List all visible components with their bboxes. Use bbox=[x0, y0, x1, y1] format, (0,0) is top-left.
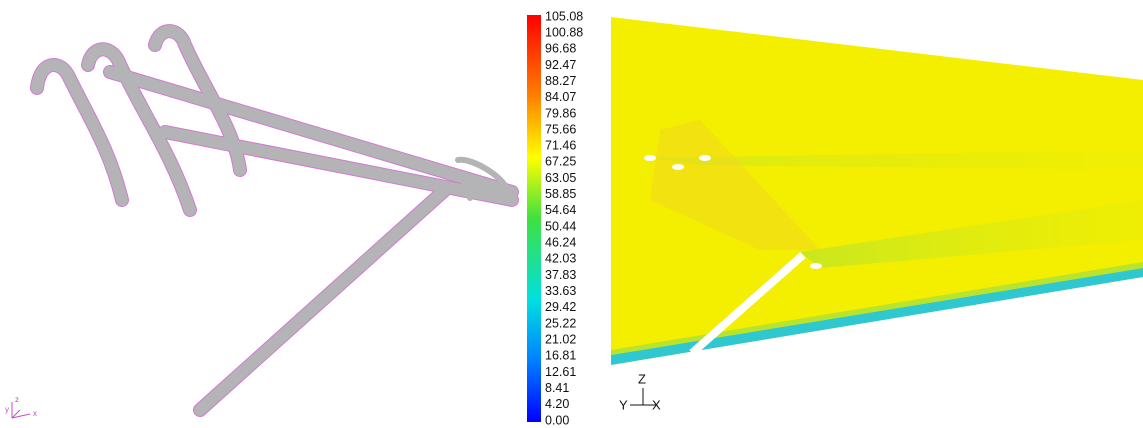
colorbar bbox=[527, 15, 541, 422]
colorbar-label: 12.61 bbox=[545, 365, 576, 379]
contour-plot bbox=[611, 17, 1143, 365]
colorbar-label: 92.47 bbox=[545, 58, 576, 72]
colorbar-label: 88.27 bbox=[545, 74, 576, 88]
colorbar-label: 4.20 bbox=[545, 397, 569, 411]
colorbar-label: 25.22 bbox=[545, 316, 576, 330]
colorbar-label: 21.02 bbox=[545, 332, 576, 346]
axis-label: y bbox=[5, 405, 9, 414]
colorbar-label: 29.42 bbox=[545, 300, 576, 314]
colorbar-label: 16.81 bbox=[545, 349, 576, 363]
colorbar-label: 54.64 bbox=[545, 203, 576, 217]
colorbar-label: 84.07 bbox=[545, 90, 576, 104]
colorbar-label: 33.63 bbox=[545, 284, 576, 298]
left-axes-triad bbox=[12, 402, 30, 418]
colorbar-label: 50.44 bbox=[545, 219, 576, 233]
axis-label: Y bbox=[619, 397, 628, 412]
colorbar-label: 96.68 bbox=[545, 42, 576, 56]
colorbar-label: 37.83 bbox=[545, 268, 576, 282]
axis-label: Z bbox=[638, 371, 646, 386]
colorbar-label: 58.85 bbox=[545, 187, 576, 201]
colorbar-label: 79.86 bbox=[545, 106, 576, 120]
colorbar-label: 46.24 bbox=[545, 236, 576, 250]
colorbar-label: 63.05 bbox=[545, 171, 576, 185]
axis-label: X bbox=[652, 397, 661, 412]
colorbar-label: 0.00 bbox=[545, 413, 569, 427]
axis-label: z bbox=[15, 395, 19, 404]
colorbar-label: 71.46 bbox=[545, 139, 576, 153]
colorbar-label: 100.88 bbox=[545, 25, 583, 39]
colorbar-label: 67.25 bbox=[545, 155, 576, 169]
geometry bbox=[37, 31, 512, 410]
colorbar-label: 8.41 bbox=[545, 381, 569, 395]
colorbar-label: 42.03 bbox=[545, 252, 576, 266]
colorbar-label: 105.08 bbox=[545, 9, 583, 23]
axis-label: x bbox=[33, 409, 37, 418]
colorbar-labels: 105.08 100.88 96.68 92.47 88.27 84.07 79.86 75.… bbox=[545, 9, 583, 427]
colorbar-label: 75.66 bbox=[545, 122, 576, 136]
figure: z y x 105.08 100.88 96.68 92.47 88.27 84.07 79… bbox=[0, 0, 1143, 428]
